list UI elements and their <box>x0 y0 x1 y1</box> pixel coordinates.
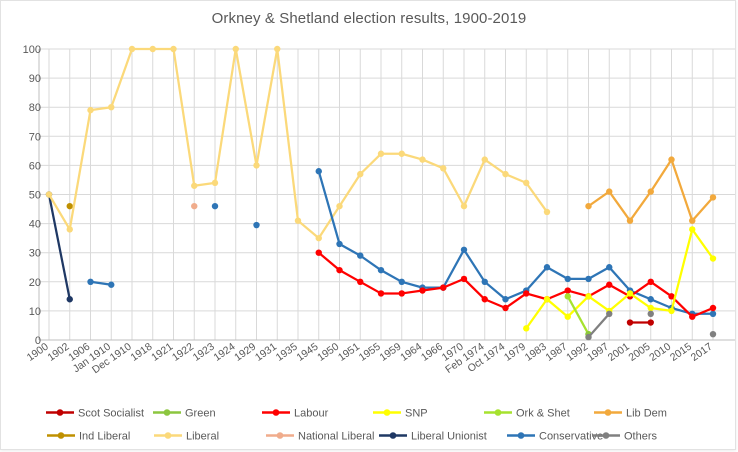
svg-text:SNP: SNP <box>405 408 428 420</box>
svg-text:50: 50 <box>29 190 41 202</box>
svg-text:Labour: Labour <box>294 408 329 420</box>
svg-text:National Liberal: National Liberal <box>298 431 374 443</box>
svg-text:30: 30 <box>29 248 41 260</box>
svg-text:Ind Liberal: Ind Liberal <box>79 431 130 443</box>
svg-text:Green: Green <box>185 408 216 420</box>
svg-text:Ork & Shet: Ork & Shet <box>516 408 570 420</box>
svg-text:90: 90 <box>29 73 41 85</box>
svg-text:Scot Socialist: Scot Socialist <box>78 408 144 420</box>
svg-text:10: 10 <box>29 306 41 318</box>
svg-text:70: 70 <box>29 131 41 143</box>
svg-text:80: 80 <box>29 102 41 114</box>
svg-text:60: 60 <box>29 160 41 172</box>
svg-text:Liberal: Liberal <box>186 431 219 443</box>
svg-text:100: 100 <box>23 44 41 56</box>
svg-text:2017: 2017 <box>689 341 715 364</box>
svg-text:Lib Dem: Lib Dem <box>626 408 667 420</box>
svg-text:40: 40 <box>29 219 41 231</box>
svg-text:Others: Others <box>624 431 658 443</box>
svg-text:20: 20 <box>29 277 41 289</box>
svg-text:Liberal Unionist: Liberal Unionist <box>411 431 487 443</box>
